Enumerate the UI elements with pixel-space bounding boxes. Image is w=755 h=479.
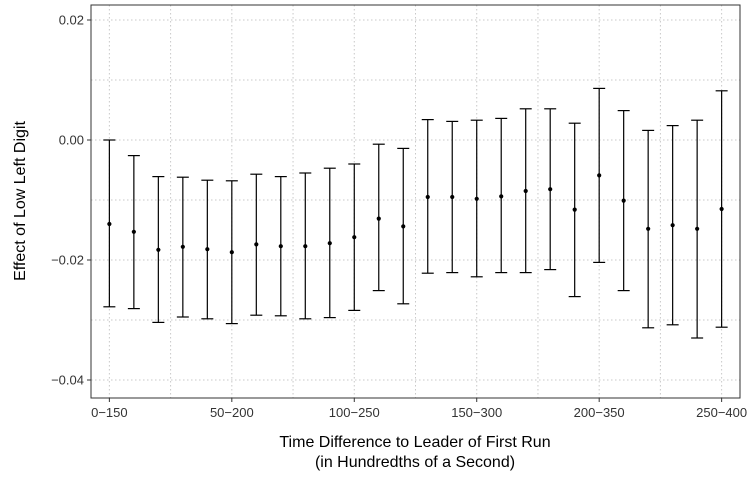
point-estimate <box>548 187 553 192</box>
point-estimate <box>646 226 651 231</box>
point-estimate <box>425 194 430 200</box>
point-estimate <box>278 244 283 249</box>
y-axis-title: Effect of Low Left Digit <box>12 121 29 281</box>
point-estimate <box>156 247 161 252</box>
point-estimate <box>450 194 455 200</box>
point-estimate <box>205 247 210 252</box>
y-tick-label: −0.02 <box>51 253 84 268</box>
point-estimate <box>254 242 259 247</box>
y-tick-label: −0.04 <box>51 373 84 388</box>
point-estimate <box>352 235 357 240</box>
x-axis-title-line1: Time Difference to Leader of First Run <box>279 434 550 451</box>
point-estimate <box>621 198 626 203</box>
point-estimate <box>376 216 381 221</box>
point-estimate <box>327 241 332 246</box>
y-tick-label: 0.00 <box>59 133 84 148</box>
x-tick-label: 100−250 <box>329 405 380 420</box>
x-tick-label: 200−350 <box>574 405 625 420</box>
panel-border <box>90 4 741 399</box>
point-estimate <box>719 206 724 212</box>
point-estimate <box>107 221 112 227</box>
y-tick-label: 0.02 <box>59 13 84 28</box>
x-axis-title-line2: (in Hundredths of a Second) <box>315 454 515 471</box>
minor-gridlines <box>91 5 740 398</box>
point-estimate <box>597 173 602 178</box>
point-estimate <box>523 188 528 194</box>
x-tick-label: 250−400 <box>696 405 747 420</box>
point-estimate <box>229 250 234 255</box>
point-estimate <box>474 196 479 201</box>
point-estimate <box>303 244 308 249</box>
point-estimates <box>107 173 724 255</box>
point-estimate <box>131 229 136 234</box>
x-tick-label: 0−150 <box>91 405 128 420</box>
point-estimate <box>499 194 504 199</box>
y-axis-ticks: −0.04 −0.02 0.00 0.02 <box>51 13 91 388</box>
x-axis-ticks: 0−150 50−200 100−250 150−300 200−350 250−400 <box>91 398 747 420</box>
point-estimate <box>401 224 406 229</box>
point-estimate <box>670 223 675 228</box>
point-estimate <box>572 207 577 212</box>
point-estimate <box>695 226 700 231</box>
x-tick-label: 150−300 <box>451 405 502 420</box>
x-tick-label: 50−200 <box>210 405 254 420</box>
point-estimate <box>180 244 185 249</box>
